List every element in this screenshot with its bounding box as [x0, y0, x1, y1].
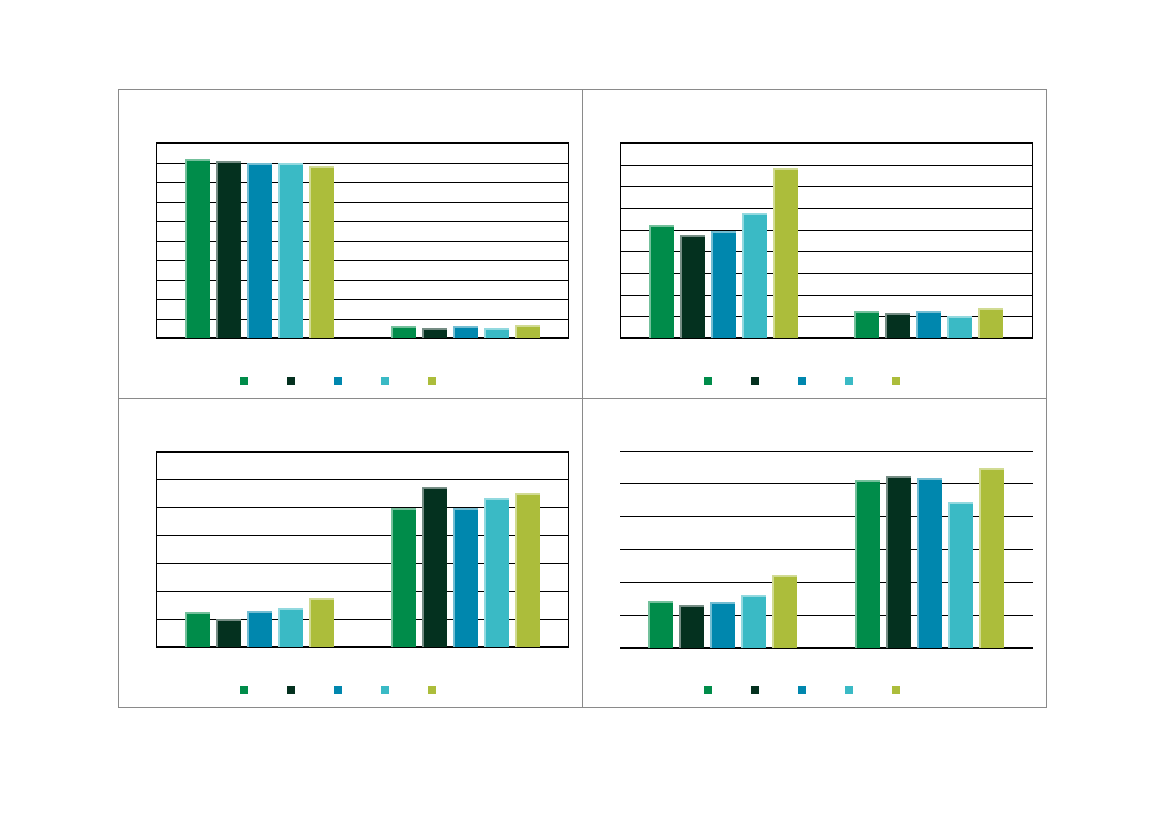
- bar-cyan-group-1: [742, 213, 767, 338]
- chart-pages-grid: [118, 89, 1047, 708]
- bar-green-group-1: [185, 159, 210, 338]
- chart-page-bottom-left[interactable]: [119, 399, 583, 708]
- bar-group-group-2: [826, 451, 1033, 648]
- legend-swatch-cyan: [845, 377, 853, 385]
- chart-page-top-left[interactable]: [119, 90, 583, 399]
- bar-dark-green-group-1: [679, 605, 704, 647]
- plot-area-bottom-right: [620, 451, 1033, 648]
- bar-green-group-1: [185, 612, 210, 646]
- bar-teal-blue-group-2: [453, 326, 478, 338]
- chart-page-bottom-right[interactable]: [583, 399, 1047, 708]
- bar-teal-blue-group-1: [247, 611, 272, 646]
- bar-dark-green-group-2: [422, 328, 447, 338]
- bar-teal-blue-group-2: [916, 311, 941, 338]
- bar-yellow-green-group-2: [515, 493, 540, 646]
- legend-swatch-yellow-green: [892, 377, 900, 385]
- bar-teal-blue-group-1: [711, 231, 736, 338]
- bar-group-group-2: [826, 143, 1032, 338]
- legend-swatch-dark-green: [751, 686, 759, 694]
- bar-group-group-2: [363, 143, 569, 338]
- bar-cyan-group-2: [484, 328, 509, 338]
- document-sheet: [0, 0, 1169, 827]
- bar-yellow-green-group-2: [978, 308, 1003, 338]
- bar-group-group-1: [157, 452, 363, 647]
- bar-green-group-2: [855, 480, 880, 647]
- legend-swatch-yellow-green: [428, 377, 436, 385]
- bar-yellow-green-group-2: [979, 468, 1004, 647]
- legend-swatch-dark-green: [287, 686, 295, 694]
- bar-teal-blue-group-2: [917, 478, 942, 647]
- legend-bottom-left: [240, 686, 436, 694]
- plot-area-top-left: [156, 142, 569, 339]
- bar-green-group-1: [649, 225, 674, 338]
- legend-swatch-green: [240, 686, 248, 694]
- legend-swatch-green: [240, 377, 248, 385]
- bar-dark-green-group-1: [216, 161, 241, 338]
- bar-teal-blue-group-1: [247, 163, 272, 339]
- legend-bottom-right: [704, 686, 900, 694]
- bar-dark-green-group-2: [422, 487, 447, 647]
- legend-top-left: [240, 377, 436, 385]
- legend-swatch-teal-blue: [798, 686, 806, 694]
- plot-area-bottom-left: [156, 451, 569, 648]
- chart-page-top-right[interactable]: [583, 90, 1047, 399]
- legend-swatch-green: [704, 686, 712, 694]
- plot-area-top-right: [620, 142, 1033, 339]
- bar-dark-green-group-1: [216, 619, 241, 646]
- legend-swatch-cyan: [845, 686, 853, 694]
- bar-yellow-green-group-1: [309, 166, 334, 338]
- bar-green-group-2: [391, 326, 416, 338]
- legend-swatch-cyan: [381, 686, 389, 694]
- legend-swatch-green: [704, 377, 712, 385]
- bar-cyan-group-1: [741, 595, 766, 647]
- legend-swatch-dark-green: [751, 377, 759, 385]
- bar-green-group-1: [648, 601, 673, 647]
- legend-swatch-teal-blue: [798, 377, 806, 385]
- legend-swatch-dark-green: [287, 377, 295, 385]
- bar-yellow-green-group-2: [515, 325, 540, 338]
- legend-swatch-teal-blue: [334, 377, 342, 385]
- bar-cyan-group-2: [948, 502, 973, 648]
- bar-yellow-green-group-1: [309, 598, 334, 647]
- bar-group-group-1: [621, 143, 827, 338]
- bar-cyan-group-1: [278, 608, 303, 646]
- bar-cyan-group-2: [484, 498, 509, 646]
- bar-teal-blue-group-2: [453, 508, 478, 646]
- bar-group-group-2: [363, 452, 569, 647]
- bar-cyan-group-2: [947, 316, 972, 338]
- legend-top-right: [704, 377, 900, 385]
- bar-dark-green-group-1: [680, 235, 705, 338]
- bar-group-group-1: [157, 143, 363, 338]
- legend-swatch-cyan: [381, 377, 389, 385]
- bar-dark-green-group-2: [885, 313, 910, 338]
- legend-swatch-yellow-green: [428, 686, 436, 694]
- legend-swatch-yellow-green: [892, 686, 900, 694]
- bar-teal-blue-group-1: [710, 602, 735, 647]
- bar-dark-green-group-2: [886, 476, 911, 647]
- bar-yellow-green-group-1: [772, 575, 797, 648]
- legend-swatch-teal-blue: [334, 686, 342, 694]
- bar-group-group-1: [620, 451, 827, 648]
- bar-green-group-2: [391, 508, 416, 646]
- bar-cyan-group-1: [278, 163, 303, 339]
- bar-yellow-green-group-1: [773, 168, 798, 338]
- bar-green-group-2: [854, 311, 879, 338]
